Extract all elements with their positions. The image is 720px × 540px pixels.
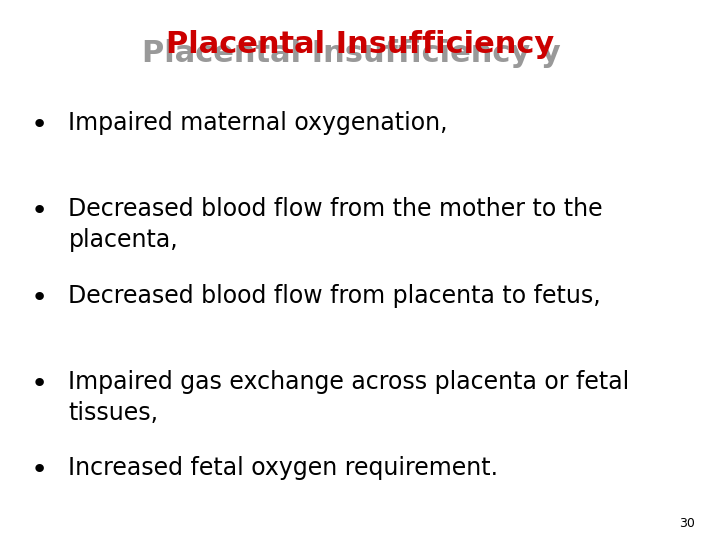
Text: •: • <box>31 284 48 312</box>
Text: •: • <box>31 456 48 484</box>
Text: Impaired gas exchange across placenta or fetal
tissues,: Impaired gas exchange across placenta or… <box>68 370 630 424</box>
Text: Impaired maternal oxygenation,: Impaired maternal oxygenation, <box>68 111 448 134</box>
Text: •: • <box>31 370 48 398</box>
Text: Placental Insufficiency: Placental Insufficiency <box>166 30 554 59</box>
Text: •: • <box>31 111 48 139</box>
Text: Placental Insufficiency y: Placental Insufficiency y <box>142 39 561 69</box>
Text: Decreased blood flow from the mother to the
placenta,: Decreased blood flow from the mother to … <box>68 197 603 252</box>
Text: Decreased blood flow from placenta to fetus,: Decreased blood flow from placenta to fe… <box>68 284 601 307</box>
Text: 30: 30 <box>679 517 695 530</box>
Text: Increased fetal oxygen requirement.: Increased fetal oxygen requirement. <box>68 456 498 480</box>
Text: •: • <box>31 197 48 225</box>
